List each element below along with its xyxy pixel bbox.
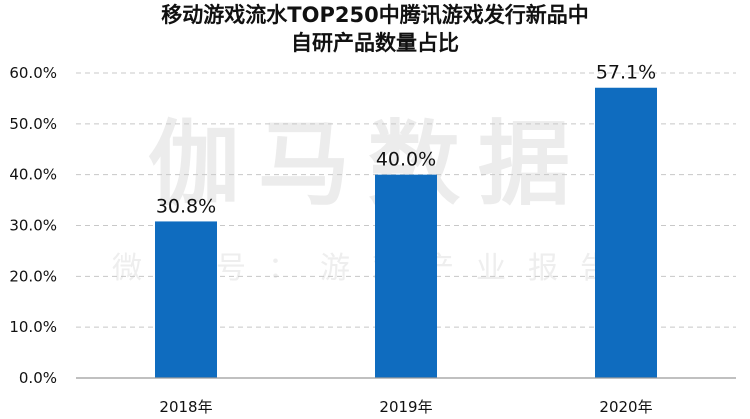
- bar-data-label: 40.0%: [376, 149, 436, 171]
- bars: [155, 87, 657, 378]
- chart-title-line-1: 移动游戏流水TOP250中腾讯游戏发行新品中: [161, 3, 589, 27]
- y-tick-label: 10.0%: [9, 318, 57, 336]
- x-category-label: 2019年: [379, 398, 432, 416]
- y-tick-label: 60.0%: [9, 64, 57, 82]
- watermark-main-text: 伽马数据: [148, 111, 588, 218]
- y-tick-label: 0.0%: [19, 369, 57, 387]
- x-category-label: 2018年: [159, 398, 212, 416]
- bar: [375, 174, 437, 378]
- bar: [155, 221, 217, 378]
- y-tick-label: 40.0%: [9, 166, 57, 184]
- bar-data-label: 30.8%: [156, 195, 216, 217]
- chart-title-line-2: 自研产品数量占比: [291, 31, 459, 55]
- y-axis-tick-labels: 0.0% 10.0% 20.0% 30.0% 40.0% 50.0% 60.0%: [9, 64, 57, 387]
- bar: [595, 87, 657, 378]
- y-tick-label: 30.0%: [9, 217, 57, 235]
- bar-data-label: 57.1%: [596, 62, 656, 84]
- x-category-label: 2020年: [599, 398, 652, 416]
- x-axis-category-labels: 2018年 2019年 2020年: [159, 398, 652, 416]
- y-tick-label: 50.0%: [9, 115, 57, 133]
- data-labels: 30.8% 40.0% 57.1%: [156, 62, 656, 218]
- y-tick-label: 20.0%: [9, 267, 57, 285]
